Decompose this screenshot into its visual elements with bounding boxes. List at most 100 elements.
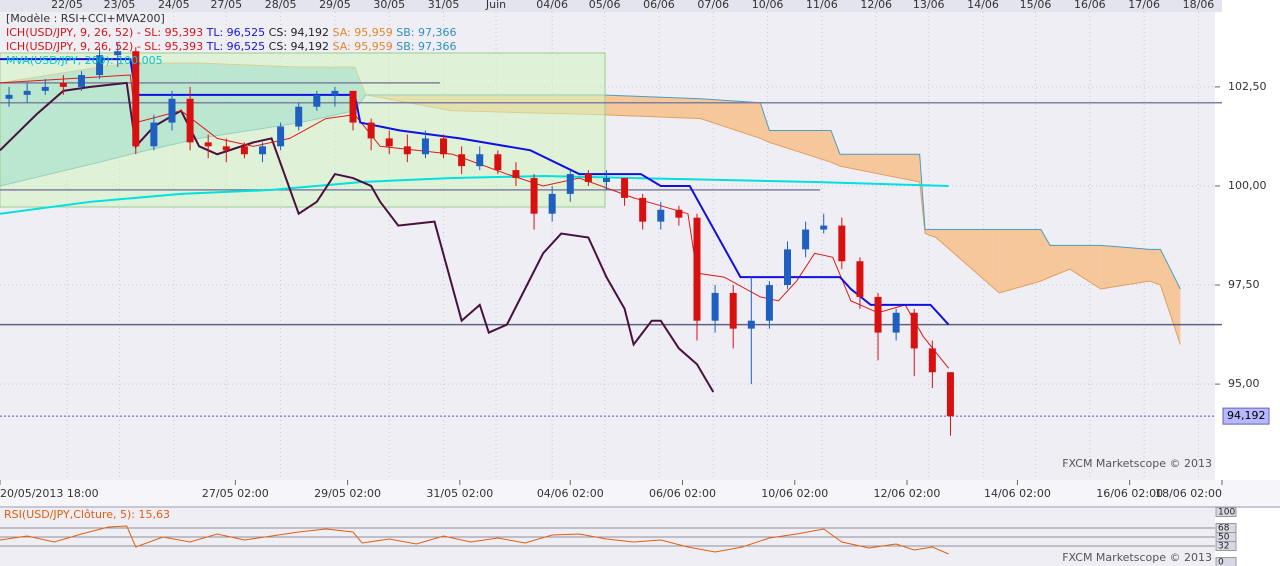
top-date-label: Juin (485, 0, 506, 11)
rsi-tick-label: 32 (1218, 542, 1229, 552)
candle-body (77, 75, 85, 87)
candle-body (784, 249, 792, 286)
y-tick-label: 100,00 (1228, 179, 1267, 192)
candle-body (584, 174, 592, 183)
candle-body (349, 90, 357, 123)
cloud-segment (1160, 249, 1181, 345)
candle-body (403, 146, 411, 155)
cloud-segment (700, 98, 761, 139)
watermark: FXCM Marketscope © 2013 (1062, 457, 1212, 470)
candle-body (494, 154, 502, 171)
candle-body (204, 142, 212, 147)
legend-sa: SA: 95,959 (333, 40, 393, 53)
candle-body (150, 122, 158, 147)
candle-body (675, 209, 683, 218)
candle-body (168, 98, 176, 123)
x-tick-label: 10/06 02:00 (761, 487, 828, 500)
candle-body (512, 170, 520, 179)
legend-sb: SB: 97,366 (396, 26, 456, 39)
cloud-segment (1050, 245, 1070, 278)
top-date-label: 15/06 (1020, 0, 1052, 11)
rsi-line (0, 525, 949, 555)
candle-body (295, 106, 303, 127)
x-tick-label: 31/05 02:00 (426, 487, 493, 500)
top-date-label: 10/06 (752, 0, 784, 11)
cloud-segment (935, 229, 1000, 293)
top-date-label: 22/05 (51, 0, 83, 11)
top-date-label: 18/06 (1183, 0, 1215, 11)
candle-body (657, 209, 665, 222)
legend-sl: SL: 95,393 (144, 40, 203, 53)
legend-cs: CS: 94,192 (269, 40, 329, 53)
x-tick-label: 18/06 02:00 (1155, 487, 1222, 500)
rsi-tick-label: 68 (1218, 524, 1230, 534)
legend-mva: MVA(USD/JPY, 200): 100,005 (6, 54, 163, 67)
top-date-label: 24/05 (158, 0, 190, 11)
x-axis-bar (0, 480, 1280, 506)
top-date-label: 28/05 (265, 0, 297, 11)
candle-body (440, 138, 448, 155)
candle-body (59, 82, 67, 87)
candle-body (23, 90, 31, 95)
candle-body (910, 312, 918, 349)
candle-body (566, 174, 574, 194)
rsi-tick-label: 0 (1218, 558, 1224, 566)
candle-body (602, 178, 610, 183)
top-date-label: 30/05 (373, 0, 405, 11)
cloud-segment (1100, 245, 1150, 289)
cloud-segment (1149, 249, 1161, 286)
top-date-label: 12/06 (860, 0, 892, 11)
rsi-label: RSI(USD/JPY,Clôture, 5): 15,63 (4, 508, 170, 521)
top-date-bar (0, 0, 1222, 12)
cloud-segment (769, 130, 831, 163)
candle-body (41, 86, 49, 91)
top-date-label: 23/05 (104, 0, 136, 11)
candle-body (946, 372, 954, 417)
y-tick-label: 97,50 (1228, 278, 1260, 291)
cloud-segment (1069, 245, 1101, 289)
candle-body (5, 94, 13, 99)
candle-body (820, 225, 828, 230)
candle-body (856, 261, 864, 297)
cloud-segment (599, 94, 701, 119)
legend-sb: SB: 97,366 (396, 40, 456, 53)
candle-body (186, 98, 194, 143)
legend-row: ICH(USD/JPY, 9, 26, 52) - SL: 95,393 TL:… (6, 26, 456, 39)
rsi-tick-box (1215, 507, 1237, 517)
legend-header: [Modèle : RSI+CCI+MVA200] (6, 12, 165, 25)
candle-body (367, 122, 375, 139)
candle-body (259, 146, 267, 155)
candle-body (385, 138, 393, 147)
legend-tl: TL: 96,525 (206, 40, 266, 53)
cloud-segment (925, 229, 936, 238)
candle-body (421, 138, 429, 155)
top-date-label: 06/06 (643, 0, 675, 11)
top-date-label: 11/06 (806, 0, 838, 11)
last-price-label: 94,192 (1227, 409, 1266, 422)
rsi-tick-box (1215, 541, 1237, 551)
legend-sl: SL: 95,393 (144, 26, 203, 39)
candle-body (132, 51, 140, 147)
candle-body (639, 197, 647, 222)
x-tick-label: 04/06 02:00 (537, 487, 604, 500)
legend-bg (4, 26, 200, 39)
y-tick-label: 95,00 (1228, 377, 1260, 390)
x-tick-label: 27/05 02:00 (202, 487, 269, 500)
candle-body (114, 51, 122, 56)
x-tick-label: 06/06 02:00 (649, 487, 716, 500)
legend-row: ICH(USD/JPY, 9, 26, 52) - SL: 95,393 TL:… (6, 40, 456, 53)
candle-body (747, 320, 755, 329)
candle-body (838, 225, 846, 262)
x-tick-label: 16/06 02:00 (1096, 487, 1163, 500)
cloud-segment (840, 154, 920, 183)
rsi-tick-label: 50 (1218, 533, 1230, 543)
candle-body (476, 154, 484, 167)
rsi-tick-label: 100 (1218, 508, 1235, 518)
candles (5, 43, 954, 436)
candle-body (693, 217, 701, 321)
candle-body (548, 193, 556, 214)
x-tick-label: 20/05/2013 18:00 (0, 487, 99, 500)
top-date-label: 05/06 (589, 0, 621, 11)
top-date-label: 07/06 (697, 0, 729, 11)
